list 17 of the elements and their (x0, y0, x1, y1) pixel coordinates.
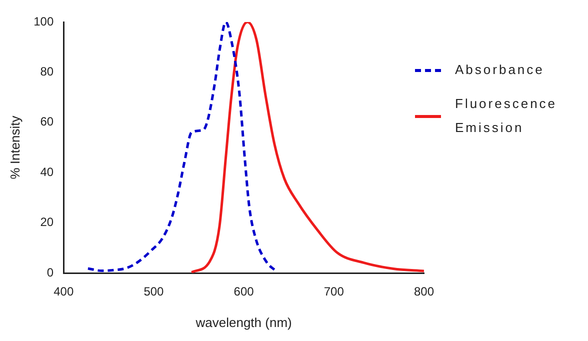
legend-label: Fluorescence Emission (455, 95, 558, 137)
y-axis-title: % Intensity (7, 115, 22, 180)
x-tick-label: 400 (54, 284, 74, 299)
x-axis-title: wavelength (nm) (194, 314, 292, 330)
x-tick-label: 500 (144, 284, 164, 299)
y-tick-label: 40 (40, 164, 54, 179)
y-tick-label: 0 (46, 265, 54, 280)
x-tick-label: 700 (324, 284, 344, 299)
x-tick-label: 800 (414, 284, 434, 299)
line-series (86, 22, 278, 272)
y-tick-label: 80 (40, 64, 54, 79)
y-tick-label: 100 (34, 14, 54, 28)
y-tick-label: 60 (40, 114, 54, 129)
line-series (190, 22, 424, 273)
x-tick-label: 600 (234, 284, 254, 299)
y-tick-label: 20 (40, 215, 54, 230)
legend-label: Absorbance (455, 61, 544, 79)
